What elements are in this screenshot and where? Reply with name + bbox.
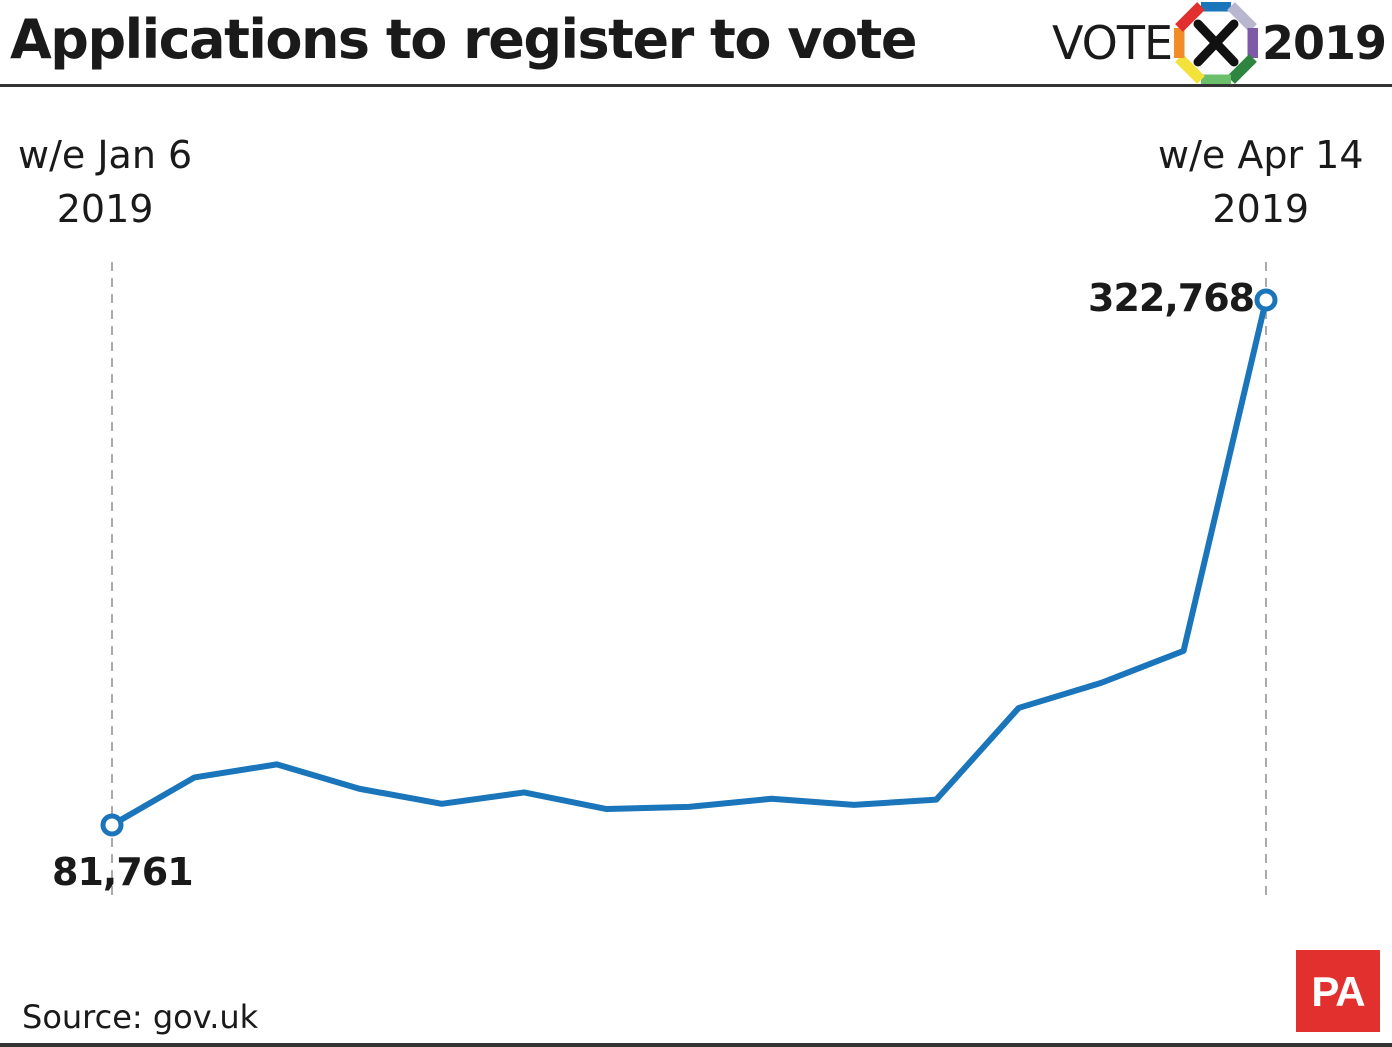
end-date-line1: w/e Apr 14 bbox=[1158, 133, 1364, 177]
start-date-line2: 2019 bbox=[56, 187, 154, 231]
start-date-label: w/e Jan 6 2019 bbox=[18, 128, 192, 236]
start-point-marker bbox=[100, 813, 124, 837]
end-value-label: 322,768 bbox=[1088, 276, 1255, 320]
end-point-marker bbox=[1254, 288, 1278, 312]
start-value-label: 81,761 bbox=[52, 850, 194, 894]
end-date-line2: 2019 bbox=[1212, 187, 1310, 231]
source-note: Source: gov.uk bbox=[22, 998, 259, 1036]
start-date-line1: w/e Jan 6 bbox=[18, 133, 193, 177]
footer-rule bbox=[0, 1043, 1392, 1047]
vote-2019-logo: VOTE 2019 bbox=[1052, 2, 1387, 86]
chart-title: Applications to register to vote bbox=[10, 8, 917, 71]
pa-logo: PA bbox=[1296, 950, 1380, 1032]
logo-year-text: 2019 bbox=[1262, 16, 1387, 70]
header-rule bbox=[0, 84, 1392, 87]
ballot-cross-icon bbox=[1174, 2, 1258, 86]
end-date-label: w/e Apr 14 2019 bbox=[1158, 128, 1364, 236]
series-line bbox=[109, 297, 1269, 828]
logo-vote-text: VOTE bbox=[1052, 16, 1173, 70]
